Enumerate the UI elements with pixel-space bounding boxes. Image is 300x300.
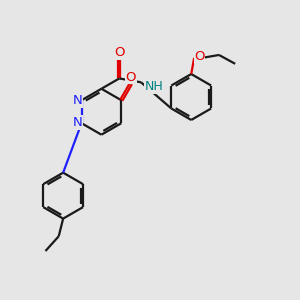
Text: NH: NH — [145, 80, 163, 93]
Text: O: O — [114, 46, 124, 59]
Text: N: N — [73, 94, 82, 107]
Text: O: O — [126, 71, 136, 84]
Text: N: N — [73, 116, 82, 129]
Text: O: O — [194, 50, 205, 64]
